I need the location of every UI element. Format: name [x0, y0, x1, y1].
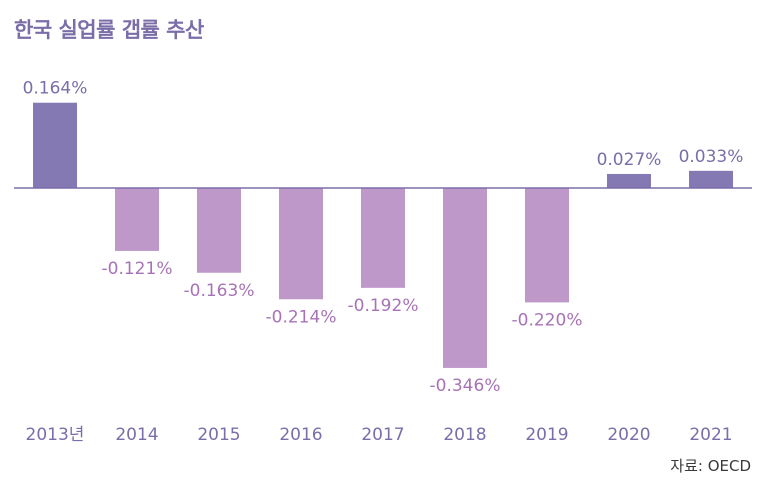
data-label-2013년: 0.164%: [23, 79, 88, 99]
data-label-2021: 0.033%: [679, 147, 744, 167]
bar-2014: [115, 188, 159, 251]
chart-title: 한국 실업률 갭률 추산: [14, 18, 204, 42]
bar-2016: [279, 188, 323, 300]
category-label-2020: 2020: [607, 425, 650, 445]
category-label-2013년: 2013년: [26, 425, 85, 445]
bar-2013년: [33, 102, 77, 188]
category-label-2016: 2016: [279, 425, 322, 445]
bar-2015: [197, 188, 241, 273]
bar-2020: [607, 173, 651, 188]
data-label-2014: -0.121%: [102, 259, 173, 279]
data-label-2015: -0.163%: [184, 281, 255, 301]
data-label-2016: -0.214%: [266, 307, 337, 327]
bar-2019: [525, 188, 569, 303]
data-label-2020: 0.027%: [597, 150, 662, 170]
category-label-2014: 2014: [115, 425, 158, 445]
bar-2017: [361, 188, 405, 288]
data-label-2017: -0.192%: [348, 296, 419, 316]
category-label-2019: 2019: [525, 425, 568, 445]
bar-2018: [443, 188, 487, 368]
source-note: 자료: OECD: [670, 457, 751, 475]
category-label-2018: 2018: [443, 425, 486, 445]
bar-2021: [689, 170, 733, 188]
data-label-2018: -0.346%: [430, 376, 501, 396]
category-label-2015: 2015: [197, 425, 240, 445]
category-label-2017: 2017: [361, 425, 404, 445]
bar-chart: 0.164% 2013년 -0.121% 2014 -0.163% 2015 -0.214%…: [14, 79, 752, 445]
data-label-2019: -0.220%: [512, 310, 583, 330]
category-label-2021: 2021: [689, 425, 732, 445]
